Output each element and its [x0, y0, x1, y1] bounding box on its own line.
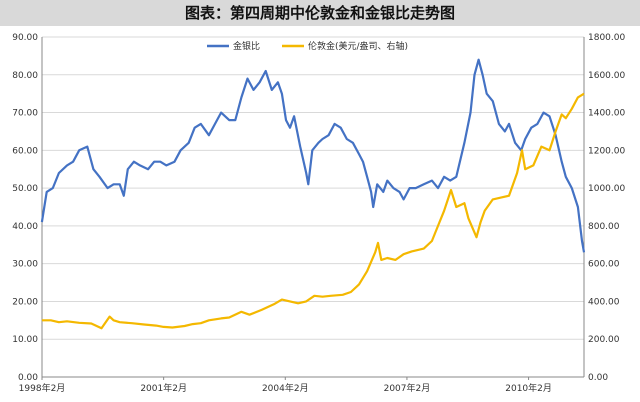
x-tick-label: 2010年2月: [505, 382, 552, 394]
x-tick-label: 2007年2月: [384, 382, 431, 394]
y-right-tick-label: 800.00: [588, 222, 620, 232]
y-left-tick-label: 60.00: [12, 146, 38, 156]
y-left-tick-label: 20.00: [12, 297, 38, 307]
y-right-tick-label: 1800.00: [588, 33, 625, 43]
y-right-tick-label: 1000.00: [588, 184, 625, 194]
y-right-tick-label: 0.00: [588, 373, 608, 383]
y-right-tick-label: 1600.00: [588, 71, 625, 81]
y-right-tick-label: 400.00: [588, 297, 620, 307]
y-left-tick-label: 10.00: [12, 335, 38, 345]
x-tick-label: 2001年2月: [140, 382, 187, 394]
y-right-tick-label: 1200.00: [588, 146, 625, 156]
y-right-tick-label: 200.00: [588, 335, 620, 345]
series-line-london-gold: [41, 92, 585, 330]
y-right-tick-label: 600.00: [588, 260, 620, 270]
y-right-tick-label: 1400.00: [588, 109, 625, 119]
x-tick-label: 1998年2月: [19, 382, 66, 394]
y-left-tick-label: 0.00: [18, 373, 38, 383]
legend-label: 金银比: [233, 40, 260, 52]
y-left-tick-label: 90.00: [12, 33, 38, 43]
y-left-tick-label: 70.00: [12, 109, 38, 119]
y-left-tick-label: 40.00: [12, 222, 38, 232]
legend-label: 伦敦金(美元/盎司、右轴): [308, 40, 408, 52]
series-line-gold-silver-ratio: [40, 58, 586, 253]
y-left-tick-label: 50.00: [12, 184, 38, 194]
y-left-tick-label: 30.00: [12, 260, 38, 270]
y-left-tick-label: 80.00: [12, 71, 38, 81]
chart-title: 图表：第四周期中伦敦金和金银比走势图: [0, 0, 640, 26]
x-tick-label: 2004年2月: [262, 382, 309, 394]
